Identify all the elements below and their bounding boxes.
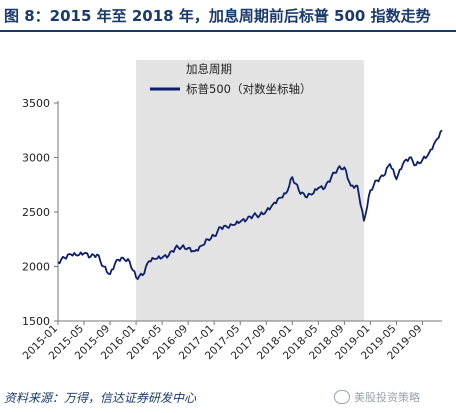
y-tick-label: 3000 (22, 152, 50, 165)
legend-label-sp500: 标普500（对数坐标轴） (186, 82, 311, 96)
source-note: 资料来源：万得，信达证券研发中心 (4, 391, 197, 405)
y-tick-label: 2500 (22, 206, 50, 219)
watermark: 美股投资策略 (334, 389, 420, 405)
y-tick-label: 2000 (22, 261, 50, 274)
wechat-icon (334, 390, 350, 404)
rate-hike-period-band (136, 60, 364, 321)
legend-swatch-rate-hike (150, 62, 180, 74)
watermark-label: 美股投资策略 (354, 391, 420, 404)
y-tick-label: 3500 (22, 97, 50, 110)
y-tick-label: 1500 (22, 315, 50, 328)
legend-label-rate-hike: 加息周期 (186, 62, 232, 76)
sp500-series-line (57, 129, 443, 281)
chart-title: 图 8：2015 年至 2018 年，加息周期前后标普 500 指数走势 (0, 0, 456, 32)
